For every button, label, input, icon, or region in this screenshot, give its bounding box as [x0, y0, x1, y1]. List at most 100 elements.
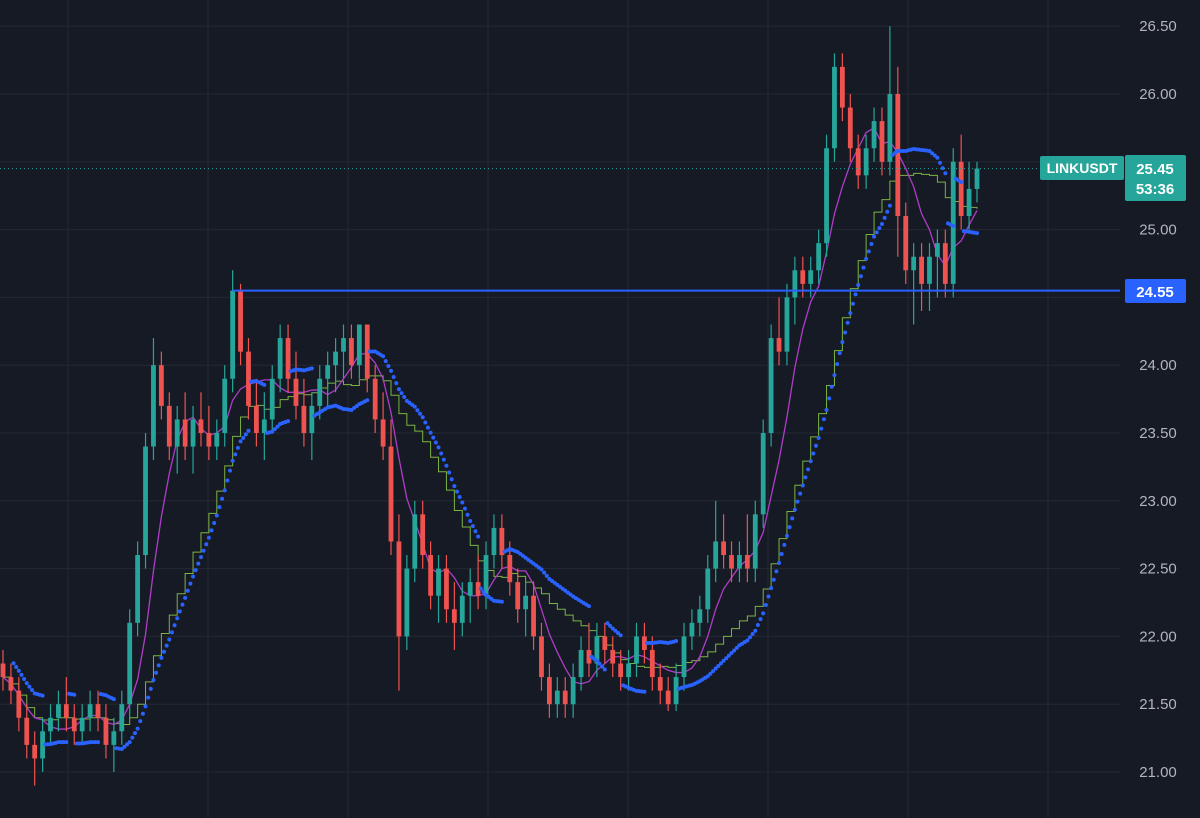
candle: [879, 107, 885, 176]
sar-dot: [951, 223, 956, 228]
candle: [942, 229, 948, 298]
sar-dot: [935, 155, 940, 160]
candle: [515, 568, 521, 623]
sar-dot: [462, 506, 467, 511]
candle: [847, 94, 853, 162]
y-tick-label: 22.50: [1139, 561, 1177, 578]
sar-dot: [130, 735, 135, 740]
candle: [16, 677, 22, 732]
sar-dot: [594, 658, 599, 663]
sar-dot: [829, 384, 834, 389]
sar-dot: [539, 567, 544, 572]
candle: [341, 324, 346, 379]
sar-dot: [241, 435, 246, 440]
sar-dot: [396, 387, 401, 392]
sar-dot: [468, 518, 473, 523]
sar-dot: [800, 483, 805, 488]
sar-dot: [167, 637, 172, 642]
sar-dot: [64, 740, 69, 745]
candle: [119, 690, 125, 745]
sar-dot: [819, 426, 824, 431]
y-tick-label: 23.00: [1139, 493, 1177, 510]
candle: [839, 53, 845, 122]
candle: [32, 731, 38, 786]
candle: [475, 555, 481, 610]
sar-dot: [874, 230, 879, 235]
candle: [832, 53, 837, 162]
sar-dot: [455, 489, 460, 494]
sar-dot: [27, 684, 32, 689]
sar-dot: [602, 667, 607, 672]
sar-dot: [850, 301, 855, 306]
sar-dot: [940, 166, 945, 171]
candle: [166, 392, 172, 461]
sar-dot: [272, 427, 277, 432]
sar-dot: [146, 695, 151, 700]
sar-dot: [761, 611, 766, 616]
candle: [8, 663, 14, 705]
price-axis[interactable]: 21.0021.5022.0022.5023.0023.5024.0024.50…: [1120, 0, 1200, 818]
sar-dot: [235, 445, 240, 450]
sar-dot: [721, 658, 726, 663]
level-label: 24.55: [1136, 284, 1174, 301]
candle: [713, 500, 719, 583]
sar-dot: [792, 507, 797, 512]
candle: [697, 595, 703, 637]
candle: [642, 622, 647, 664]
sar-dot: [457, 495, 462, 500]
sar-dot: [175, 616, 180, 621]
candle: [768, 324, 774, 447]
candle: [903, 202, 909, 284]
y-tick-label: 26.50: [1139, 18, 1177, 35]
sar-dot: [391, 374, 396, 379]
sar-dot: [845, 320, 850, 325]
sar-dot: [758, 617, 763, 622]
candle: [649, 636, 655, 691]
sar-dot: [597, 661, 602, 666]
sar-dot: [808, 459, 813, 464]
candles: [0, 26, 980, 786]
sar-dot: [613, 628, 618, 633]
candle: [135, 541, 141, 637]
sar-dot: [747, 635, 752, 640]
candle: [681, 622, 687, 691]
candle: [444, 555, 449, 623]
sar-dot: [148, 686, 153, 691]
sar-dot: [119, 746, 124, 751]
candle: [24, 704, 30, 759]
sar-dot: [729, 651, 734, 656]
candle: [483, 541, 489, 610]
candle: [388, 419, 394, 556]
sar-dot: [206, 535, 211, 540]
sar-dot: [769, 586, 774, 591]
sar-dot: [887, 203, 892, 208]
candle: [412, 500, 418, 583]
sar-dot: [389, 368, 394, 373]
axis-background: [1120, 0, 1200, 818]
candle: [404, 555, 410, 650]
reference-lines: [0, 168, 1120, 292]
candle: [380, 392, 386, 461]
candle: [63, 677, 69, 732]
candle: [705, 555, 711, 623]
y-tick-label: 22.00: [1139, 628, 1177, 645]
candle: [103, 704, 109, 759]
sar-dot: [465, 512, 470, 517]
candle: [198, 392, 204, 447]
sar-dot: [930, 151, 935, 156]
sar-dot: [220, 496, 225, 501]
sar-dot: [816, 436, 821, 441]
candle: [325, 351, 331, 406]
sar-dot: [803, 475, 808, 480]
sar-dot: [151, 678, 156, 683]
sar-dot: [755, 622, 760, 627]
sar-dot: [423, 420, 428, 425]
sar-dot: [843, 330, 848, 335]
sar-dot: [774, 569, 779, 574]
candle: [309, 392, 315, 461]
sar-dot: [932, 153, 937, 158]
sar-dot: [222, 488, 227, 493]
candle: [665, 677, 671, 711]
sar-dot: [705, 674, 710, 679]
